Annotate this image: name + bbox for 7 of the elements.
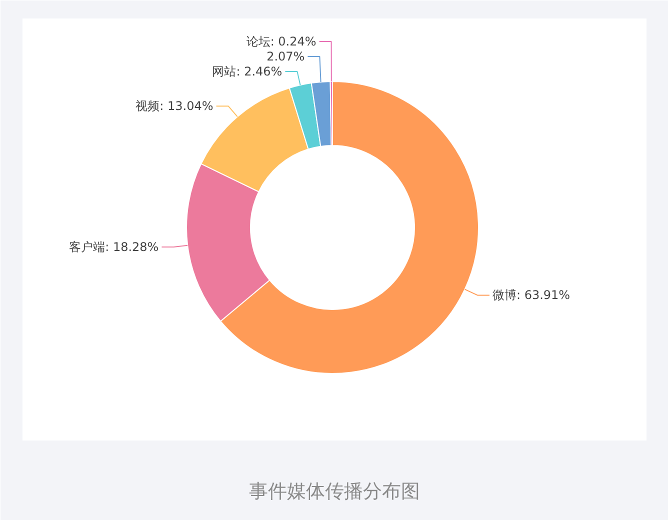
data-label: 2.07% bbox=[266, 49, 305, 64]
text: 事件媒体传播分布图 bbox=[249, 480, 420, 502]
slice-label: 视频: 13.04% bbox=[136, 99, 214, 114]
slice-label: 论坛: 0.24% bbox=[246, 34, 316, 48]
slice-label: 微博: 63.91% bbox=[492, 288, 570, 302]
slice-label: 网站: 2.46% bbox=[212, 64, 282, 78]
slice-label: 客户端: 18.28% bbox=[69, 240, 159, 254]
